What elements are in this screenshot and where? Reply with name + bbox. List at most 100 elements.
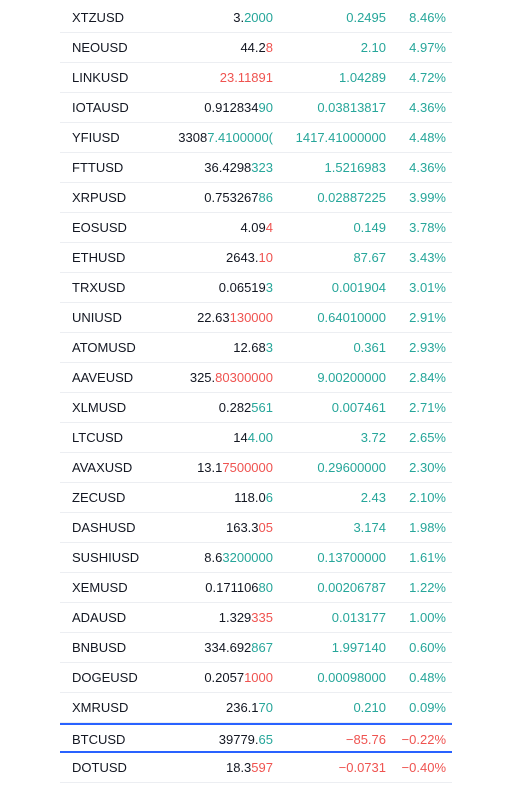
- price-change: −0.0731: [338, 760, 386, 775]
- watchlist-row-dotusd[interactable]: DOTUSD 18.3597 −0.0731 −0.40%: [60, 753, 452, 783]
- last-price-changed-digits: 867: [251, 640, 273, 655]
- watchlist-row-xrpusd[interactable]: XRPUSD 0.75326786 0.02887225 3.99%: [60, 183, 452, 213]
- price-change: 1.997140: [331, 640, 386, 655]
- last-price-stable-digits: 8.6: [204, 550, 223, 565]
- watchlist-row-zecusd[interactable]: ZECUSD 118.06 2.43 2.10%: [60, 483, 452, 513]
- symbol-label: XRPUSD: [72, 190, 127, 205]
- watchlist-row-neousd[interactable]: NEOUSD 44.28 2.10 4.97%: [60, 33, 452, 63]
- last-price-changed-digits: 561: [251, 400, 273, 415]
- last-price-stable-digits: 4.09: [240, 220, 266, 235]
- last-price: 0.91283490: [204, 93, 273, 123]
- symbol-label: DOGEUSD: [72, 670, 138, 685]
- percent-change: 2.65%: [409, 430, 446, 445]
- percent-change: 3.99%: [409, 190, 446, 205]
- percent-change: 4.72%: [409, 70, 446, 85]
- symbol-label: XEMUSD: [72, 580, 128, 595]
- last-price-stable-digits: 22.63: [197, 310, 230, 325]
- last-price: 236.170: [226, 693, 273, 723]
- price-change: 0.210: [353, 700, 386, 715]
- watchlist-row-xmrusd[interactable]: XMRUSD 236.170 0.210 0.09%: [60, 693, 452, 723]
- last-price-changed-digits: 10: [258, 250, 273, 265]
- watchlist-row-ltcusd[interactable]: LTCUSD 144.00 3.72 2.65%: [60, 423, 452, 453]
- watchlist-row-bnbusd[interactable]: BNBUSD 334.692867 1.997140 0.60%: [60, 633, 452, 663]
- percent-change: 8.46%: [409, 10, 446, 25]
- last-price-stable-digits: 118.0: [234, 490, 266, 505]
- watchlist-row-dashusd[interactable]: DASHUSD 163.305 3.174 1.98%: [60, 513, 452, 543]
- last-price-changed-digits: 65: [258, 732, 273, 747]
- watchlist-row-eosusd[interactable]: EOSUSD 4.094 0.149 3.78%: [60, 213, 452, 243]
- last-price-changed-digits: 335: [251, 610, 273, 625]
- percent-change: 1.98%: [409, 520, 446, 535]
- last-price-stable-digits: 39779.: [218, 732, 259, 747]
- price-change: 0.2495: [346, 10, 386, 25]
- last-price: 144.00: [233, 423, 273, 453]
- watchlist-row-ethusd[interactable]: ETHUSD 2643.10 87.67 3.43%: [60, 243, 452, 273]
- last-price: 3.2000: [233, 3, 273, 33]
- watchlist-row-sushiusd[interactable]: SUSHIUSD 8.63200000 0.13700000 1.61%: [60, 543, 452, 573]
- watchlist-row-avaxusd[interactable]: AVAXUSD 13.17500000 0.29600000 2.30%: [60, 453, 452, 483]
- percent-change: −0.40%: [401, 760, 446, 775]
- last-price: 334.692867: [204, 633, 273, 663]
- last-price-changed-digits: 1000: [244, 670, 273, 685]
- price-change: 0.007461: [331, 400, 386, 415]
- watchlist-row-iotausd[interactable]: IOTAUSD 0.91283490 0.03813817 4.36%: [60, 93, 452, 123]
- price-change: 9.00200000: [317, 370, 386, 385]
- percent-change: 2.84%: [409, 370, 446, 385]
- last-price-stable-digits: 0.06519: [218, 280, 266, 295]
- watchlist-row-linkusd[interactable]: LINKUSD 23.11891 1.04289 4.72%: [60, 63, 452, 93]
- percent-change: 1.22%: [409, 580, 446, 595]
- last-price-changed-digits: 2000: [244, 10, 273, 25]
- watchlist-row-dogeusd[interactable]: DOGEUSD 0.20571000 0.00098000 0.48%: [60, 663, 452, 693]
- last-price: 18.3597: [226, 753, 273, 783]
- percent-change: 4.48%: [409, 130, 446, 145]
- last-price-changed-digits: 6: [265, 490, 273, 505]
- watchlist-row-atomusd[interactable]: ATOMUSD 12.683 0.361 2.93%: [60, 333, 452, 363]
- percent-change: 2.93%: [409, 340, 446, 355]
- percent-change: −0.22%: [401, 732, 446, 747]
- watchlist-row-btcusd[interactable]: BTCUSD 39779.65 −85.76 −0.22%: [60, 723, 452, 753]
- last-price-changed-digits: 80300000: [215, 370, 273, 385]
- price-change: 2.10: [360, 40, 386, 55]
- symbol-label: DOTUSD: [72, 760, 127, 775]
- last-price-changed-digits: 90: [258, 100, 273, 115]
- percent-change: 4.97%: [409, 40, 446, 55]
- price-change: 3.174: [353, 520, 386, 535]
- last-price: 0.065193: [219, 273, 273, 303]
- percent-change: 1.00%: [409, 610, 446, 625]
- watchlist-row-xemusd[interactable]: XEMUSD 0.17110680 0.00206787 1.22%: [60, 573, 452, 603]
- watchlist-row-xlmusd[interactable]: XLMUSD 0.282561 0.007461 2.71%: [60, 393, 452, 423]
- last-price-stable-digits: 44.2: [240, 40, 266, 55]
- last-price: 1.329335: [219, 603, 273, 633]
- percent-change: 0.09%: [409, 700, 446, 715]
- percent-change: 4.36%: [409, 100, 446, 115]
- last-price-changed-digits: 3200000: [222, 550, 273, 565]
- last-price-changed-digits: 130000: [229, 310, 273, 325]
- symbol-label: BTCUSD: [72, 732, 126, 747]
- last-price-stable-digits: 0.2057: [204, 670, 245, 685]
- last-price-stable-digits: 334.692: [204, 640, 252, 655]
- last-price-changed-digits: 7.4100000(: [207, 130, 273, 145]
- last-price-stable-digits: 0.912834: [204, 100, 259, 115]
- last-price-stable-digits: 1.329: [218, 610, 252, 625]
- symbol-label: UNIUSD: [72, 310, 122, 325]
- price-change: 0.001904: [331, 280, 386, 295]
- watchlist-row-xtzusd[interactable]: XTZUSD 3.2000 0.2495 8.46%: [60, 3, 452, 33]
- watchlist-row-aaveusd[interactable]: AAVEUSD 325.80300000 9.00200000 2.84%: [60, 363, 452, 393]
- watchlist-row-yfiusd[interactable]: YFIUSD 33087.4100000(1417.41000000 4.48%: [60, 123, 452, 153]
- last-price: 23.11891: [220, 63, 273, 93]
- last-price: 0.17110680: [205, 573, 273, 603]
- last-price-changed-digits: 597: [251, 760, 273, 775]
- symbol-label: LINKUSD: [72, 70, 129, 85]
- price-change: 1.5216983: [324, 160, 386, 175]
- last-price-stable-digits: 12.68: [233, 340, 266, 355]
- watchlist-row-fttusd[interactable]: FTTUSD 36.4298323 1.5216983 4.36%: [60, 153, 452, 183]
- watchlist-row-uniusd[interactable]: UNIUSD 22.63130000 0.64010000 2.91%: [60, 303, 452, 333]
- last-price: 4.094: [240, 213, 273, 243]
- watchlist-row-trxusd[interactable]: TRXUSD 0.065193 0.001904 3.01%: [60, 273, 452, 303]
- last-price-changed-digits: 3: [265, 340, 273, 355]
- last-price-changed-digits: 70: [258, 700, 273, 715]
- last-price-changed-digits: 3: [265, 280, 273, 295]
- watchlist-row-adausd[interactable]: ADAUSD 1.329335 0.013177 1.00%: [60, 603, 452, 633]
- last-price: 12.683: [233, 333, 273, 363]
- price-change: 3.72: [360, 430, 386, 445]
